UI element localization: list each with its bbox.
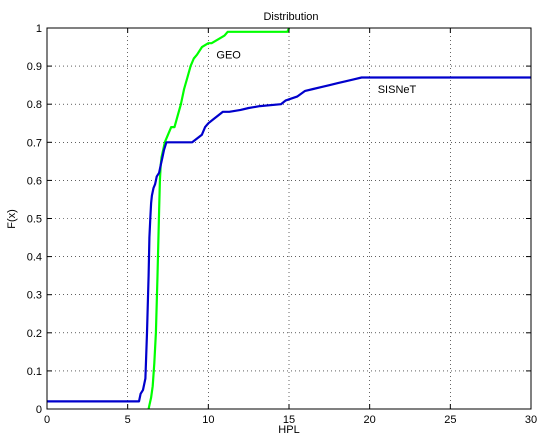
series-annotation: GEO bbox=[216, 50, 241, 62]
x-axis-label: HPL bbox=[278, 424, 299, 436]
y-tick-label: 0.1 bbox=[27, 366, 42, 378]
x-tick-label: 30 bbox=[525, 414, 537, 426]
y-tick-label: 0.7 bbox=[27, 137, 42, 149]
y-axis-label: F(x) bbox=[6, 209, 18, 229]
series-annotations: GEO SISNeT bbox=[216, 50, 416, 96]
y-tick-label: 0.3 bbox=[27, 290, 42, 302]
x-tick-label: 20 bbox=[364, 414, 376, 426]
y-tick-label: 0 bbox=[36, 404, 42, 416]
x-tick-label: 0 bbox=[44, 414, 50, 426]
x-tick-label: 15 bbox=[283, 414, 295, 426]
x-tick-label: 10 bbox=[202, 414, 214, 426]
y-tick-label: 0.2 bbox=[27, 328, 42, 340]
series-annotation: SISNeT bbox=[378, 84, 417, 96]
y-tick-label: 0.8 bbox=[27, 99, 42, 111]
y-tick-label: 0.5 bbox=[27, 214, 42, 226]
series-line-sisnet bbox=[47, 76, 531, 403]
x-tick-label: 25 bbox=[444, 414, 456, 426]
chart-title: Distribution bbox=[263, 11, 318, 23]
x-tick-label: 5 bbox=[125, 414, 131, 426]
series-line-geo bbox=[147, 27, 291, 410]
axis-ticks: 0 5 10 15 20 25 30 0 0.1 0.2 0.3 0.4 0.5 0.6 0.7 0.8 0.9… bbox=[27, 23, 537, 426]
y-tick-label: 0.4 bbox=[27, 252, 42, 264]
grid-lines bbox=[47, 28, 531, 409]
y-tick-label: 0.6 bbox=[27, 175, 42, 187]
series-lines bbox=[47, 27, 531, 410]
y-tick-label: 0.9 bbox=[27, 61, 42, 73]
y-tick-label: 1 bbox=[36, 23, 42, 35]
